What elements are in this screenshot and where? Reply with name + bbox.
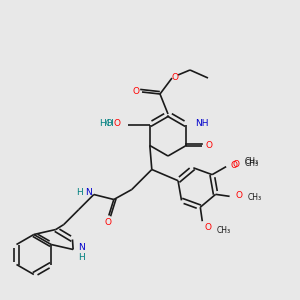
Text: O: O: [206, 141, 213, 150]
Text: O: O: [114, 119, 121, 128]
Text: O: O: [172, 73, 178, 82]
Text: O: O: [133, 88, 140, 97]
Text: O: O: [231, 161, 238, 170]
Text: H: H: [78, 253, 85, 262]
Text: O: O: [204, 223, 211, 232]
Text: N: N: [78, 243, 85, 252]
Text: HO: HO: [99, 119, 113, 128]
Text: CH₃: CH₃: [244, 159, 258, 168]
Text: H: H: [106, 119, 113, 128]
Text: O: O: [232, 160, 239, 169]
Text: H: H: [76, 188, 83, 197]
Text: O: O: [236, 191, 243, 200]
Text: CH₃: CH₃: [248, 193, 262, 202]
Text: CH₃: CH₃: [216, 226, 230, 235]
Text: NH: NH: [195, 119, 209, 128]
Text: CH₃: CH₃: [244, 157, 258, 166]
Text: N: N: [85, 188, 92, 197]
Text: O: O: [104, 218, 111, 227]
